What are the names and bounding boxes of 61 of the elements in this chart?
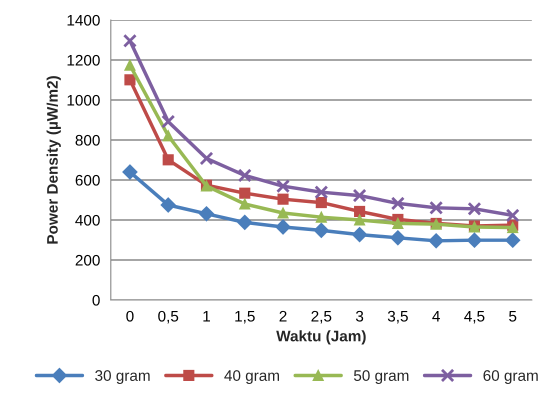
x-tick-label: 0 (126, 310, 134, 322)
y-tick-label: 0 (92, 294, 100, 306)
point (124, 60, 136, 71)
point (354, 214, 366, 226)
point (275, 219, 291, 235)
point (122, 34, 137, 48)
y-tick-label: 1400 (68, 14, 100, 26)
point (161, 114, 176, 129)
point (505, 232, 520, 248)
point (392, 218, 404, 229)
x-tick-label: 5 (509, 310, 516, 322)
point (316, 212, 327, 223)
point (466, 232, 482, 248)
point (390, 196, 405, 210)
x-tick-label: 0,5 (158, 310, 178, 324)
point (316, 197, 327, 208)
y-tick-label: 1000 (68, 94, 100, 106)
point (506, 208, 520, 222)
point (239, 198, 250, 210)
x-tick-label: 4 (432, 310, 440, 322)
y-tick-label: 1200 (68, 54, 100, 66)
y-tick-label: 800 (76, 134, 100, 146)
point (238, 168, 252, 182)
point (352, 188, 367, 203)
point (239, 188, 250, 199)
point (507, 222, 518, 234)
point (428, 233, 444, 248)
point (354, 206, 366, 217)
point (390, 230, 406, 246)
x-tick-label: 2 (280, 310, 287, 322)
point (198, 206, 214, 222)
legend-label: 30 gram (95, 370, 150, 384)
legend-label: 50 gram (354, 370, 408, 384)
point (162, 154, 174, 166)
y-tick-label: 600 (76, 174, 100, 186)
point (277, 207, 289, 219)
point (276, 179, 290, 194)
y-tick-label: 400 (75, 214, 100, 226)
point (467, 202, 482, 216)
y-tick-label: 200 (76, 254, 100, 266)
x-tick-label: 3 (356, 310, 364, 322)
point (352, 227, 368, 242)
point (200, 151, 214, 166)
legend-label: 60 gram (483, 370, 538, 384)
y-axis-title: Power Density (µW/m2) (46, 76, 61, 244)
x-tick-label: 1,5 (235, 310, 255, 324)
x-tick-label: 2,5 (311, 310, 332, 324)
point (314, 185, 328, 200)
point (122, 164, 138, 180)
point (277, 194, 289, 205)
point (160, 197, 176, 213)
point (124, 74, 136, 86)
point (314, 222, 329, 238)
x-tick-label: 1 (203, 310, 210, 322)
point (162, 130, 174, 142)
x-tick-label: 3,5 (388, 310, 408, 324)
point (429, 200, 444, 215)
x-axis-title: Waktu (Jam) (276, 330, 366, 344)
point (237, 214, 252, 230)
legend-label: 40 gram (224, 370, 279, 384)
x-tick-label: 4,5 (464, 310, 484, 324)
